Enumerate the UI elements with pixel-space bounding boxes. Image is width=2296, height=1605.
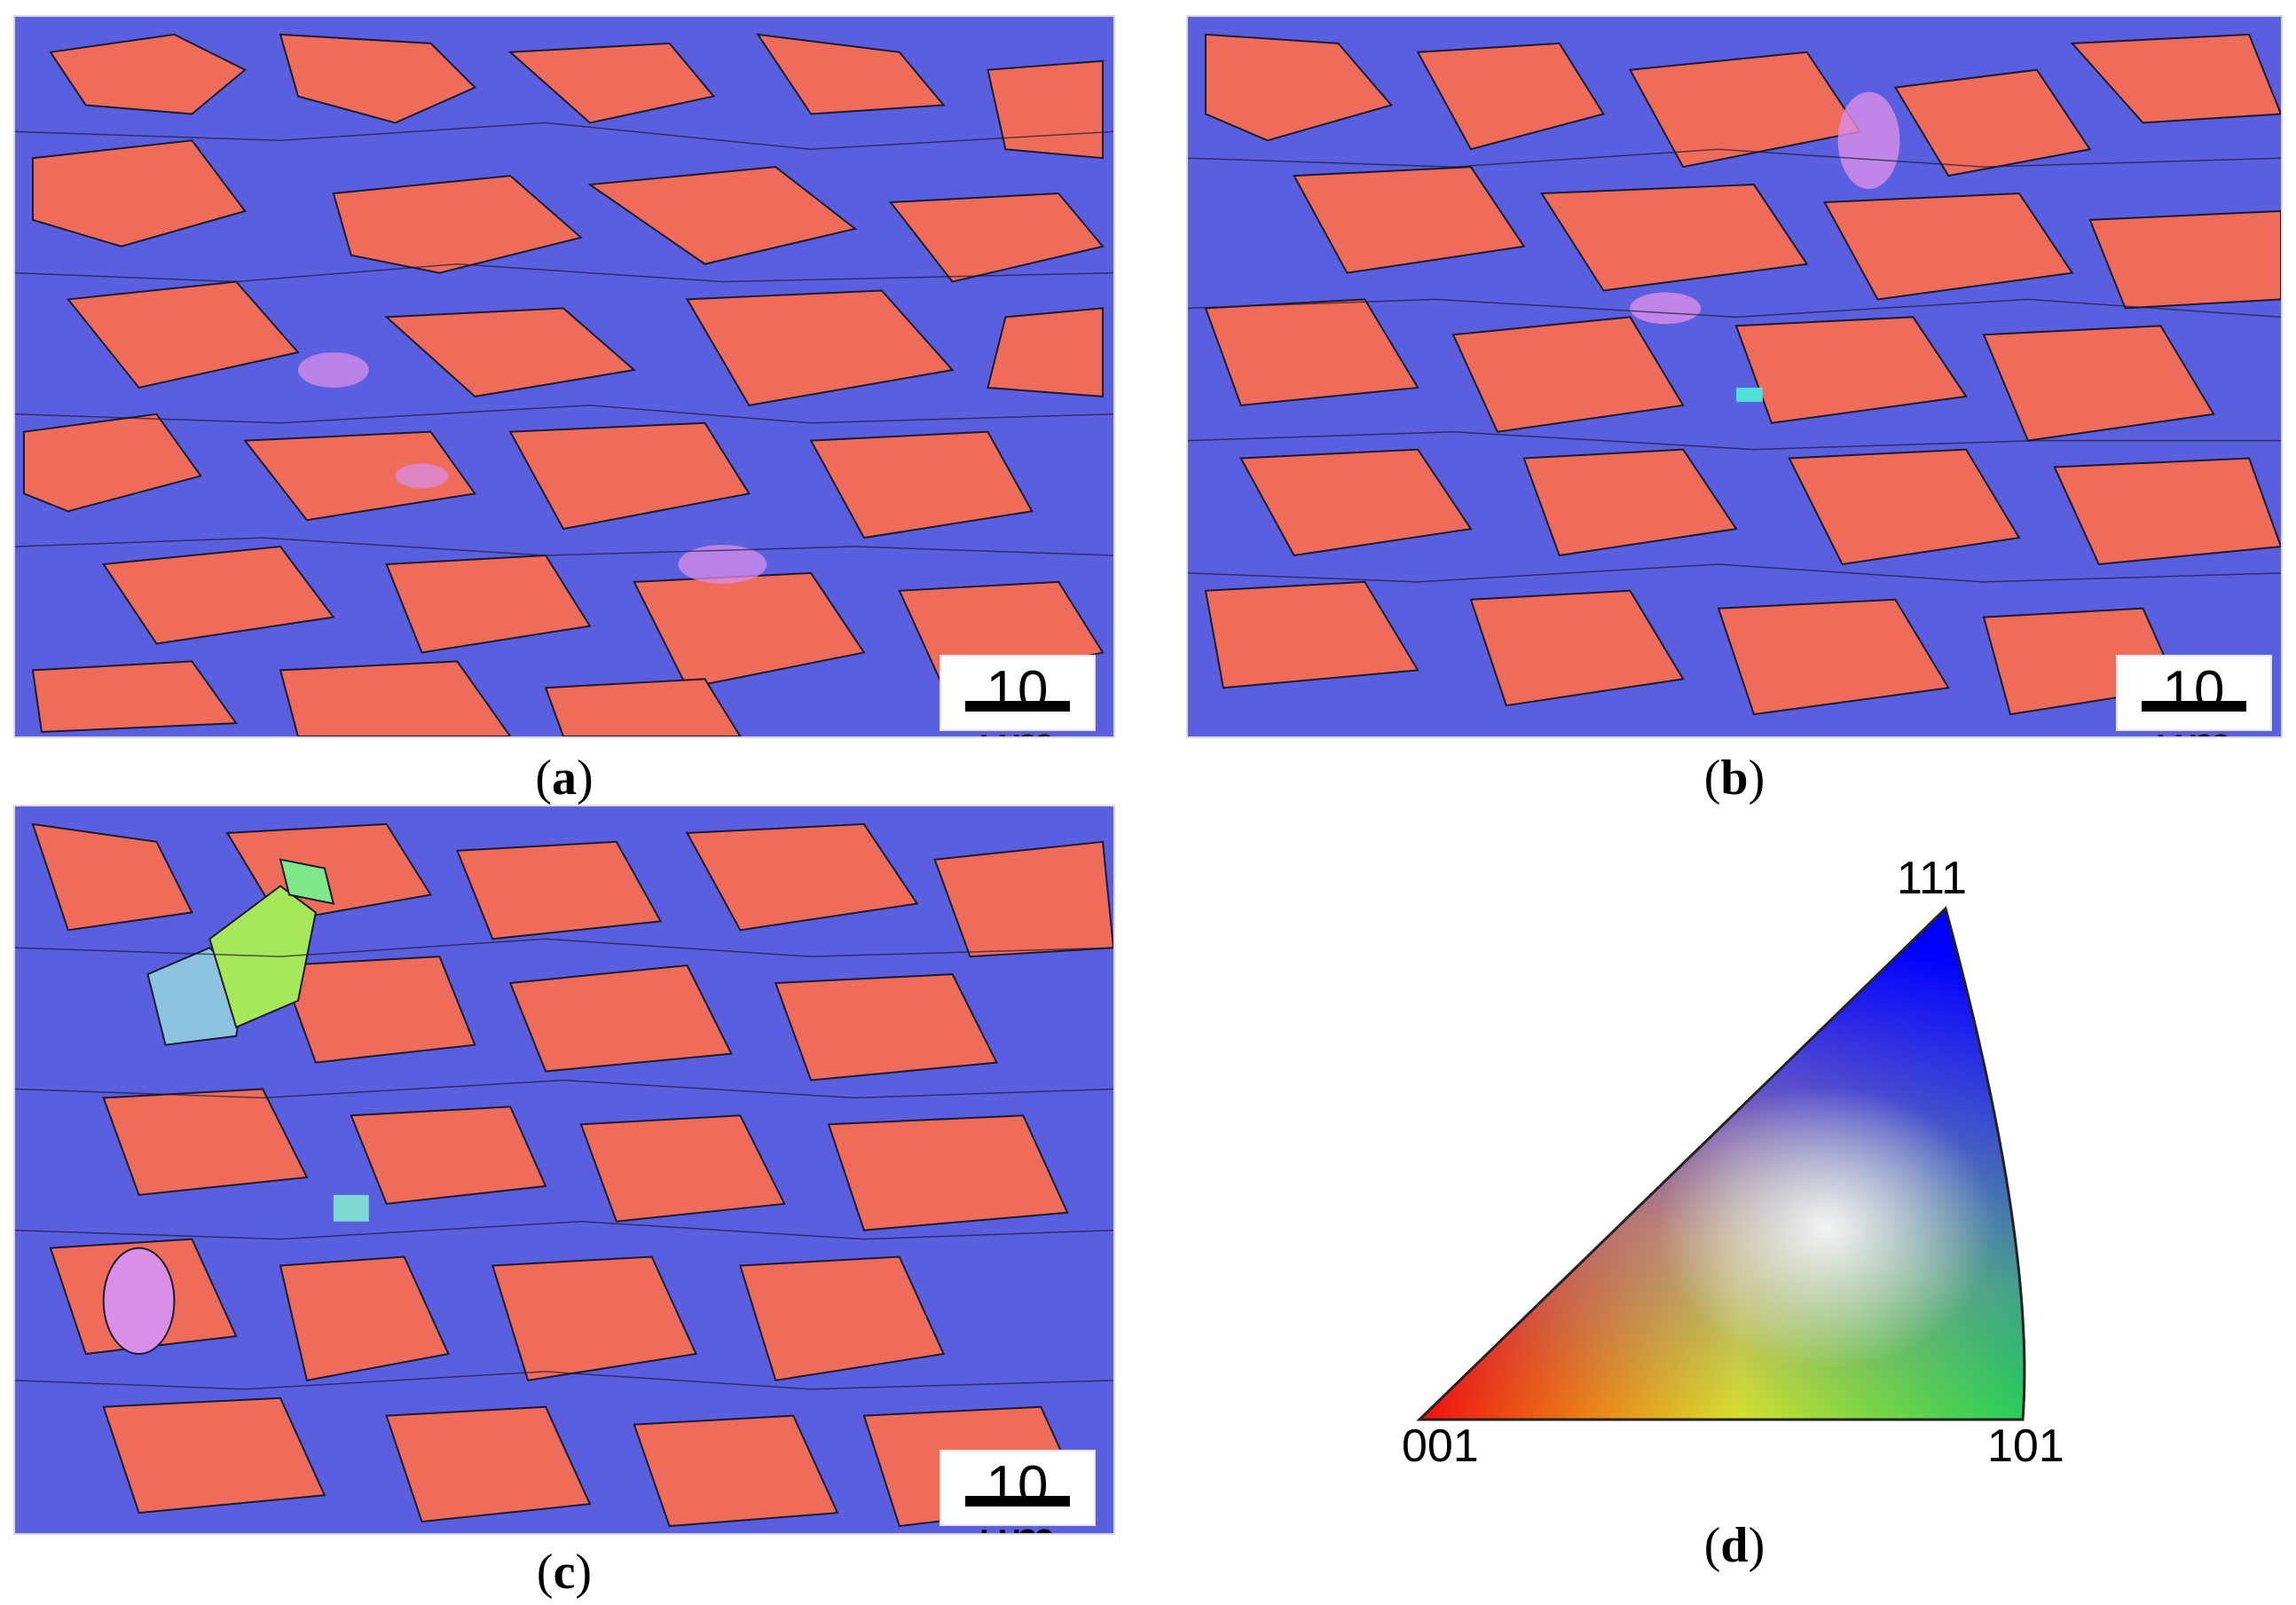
scale-bar-b: 10 µm — [2116, 655, 2272, 736]
label-101: 101 — [1987, 1420, 2064, 1472]
scale-bar-a: 10 µm — [940, 655, 1096, 736]
ebsd-map-a-image — [15, 17, 1113, 736]
ebsd-map-c-image — [15, 806, 1113, 1533]
ebsd-map-b-image — [1188, 17, 2281, 736]
label-111: 111 — [1897, 853, 1968, 904]
caption-b: (b) — [1703, 751, 1765, 806]
caption-d: (d) — [1703, 1518, 1765, 1573]
ebsd-map-b: 10 µm — [1186, 15, 2283, 738]
scale-bar-line-b — [2142, 701, 2246, 712]
ebsd-map-a: 10 µm — [13, 15, 1115, 738]
caption-c: (c) — [536, 1545, 593, 1600]
ebsd-map-c: 10 µm — [13, 805, 1115, 1535]
scale-bar-line-a — [965, 701, 1070, 712]
label-001: 001 — [1402, 1420, 1479, 1472]
ipf-triangle — [1416, 906, 2026, 1421]
caption-a: (a) — [535, 751, 594, 806]
scale-bar-line-c — [965, 1496, 1070, 1507]
scale-bar-c: 10 µm — [940, 1450, 1096, 1533]
ipf-color-key: 001 101 111 — [1402, 853, 2076, 1472]
